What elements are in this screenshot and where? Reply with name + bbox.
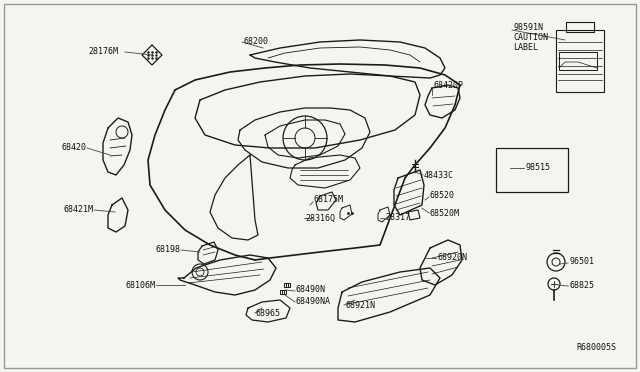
Text: 68490NA: 68490NA [296, 298, 331, 307]
Text: 98591N: 98591N [513, 23, 543, 32]
Text: CAUTION: CAUTION [513, 33, 548, 42]
Text: 68921N: 68921N [345, 301, 375, 310]
Bar [559, 52, 597, 70]
Text: 68965: 68965 [256, 308, 281, 317]
Text: 68200: 68200 [243, 38, 268, 46]
Text: 68920N: 68920N [438, 253, 468, 263]
Text: 48433C: 48433C [424, 170, 454, 180]
Text: 68421M: 68421M [63, 205, 93, 215]
Text: 98515: 98515 [526, 164, 551, 173]
Text: 68825: 68825 [570, 280, 595, 289]
Text: 96501: 96501 [570, 257, 595, 266]
Text: 68106M: 68106M [125, 280, 155, 289]
Text: 28317: 28317 [385, 212, 410, 221]
Text: 68420: 68420 [61, 144, 86, 153]
Text: 68198: 68198 [155, 246, 180, 254]
Text: 68520M: 68520M [430, 208, 460, 218]
Text: 68490N: 68490N [296, 285, 326, 295]
Text: 68520: 68520 [430, 190, 455, 199]
Text: 28316Q: 28316Q [305, 214, 335, 222]
Bar [496, 148, 568, 192]
Bar [566, 22, 594, 32]
Bar [556, 30, 604, 92]
Text: 28176M: 28176M [88, 48, 118, 57]
Text: R680005S: R680005S [576, 343, 616, 353]
Text: LABEL: LABEL [513, 44, 538, 52]
Text: 68175M: 68175M [314, 196, 344, 205]
Text: 68420P: 68420P [434, 80, 464, 90]
